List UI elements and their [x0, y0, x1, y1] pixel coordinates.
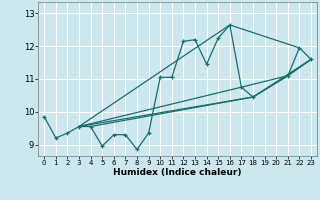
X-axis label: Humidex (Indice chaleur): Humidex (Indice chaleur): [113, 168, 242, 177]
